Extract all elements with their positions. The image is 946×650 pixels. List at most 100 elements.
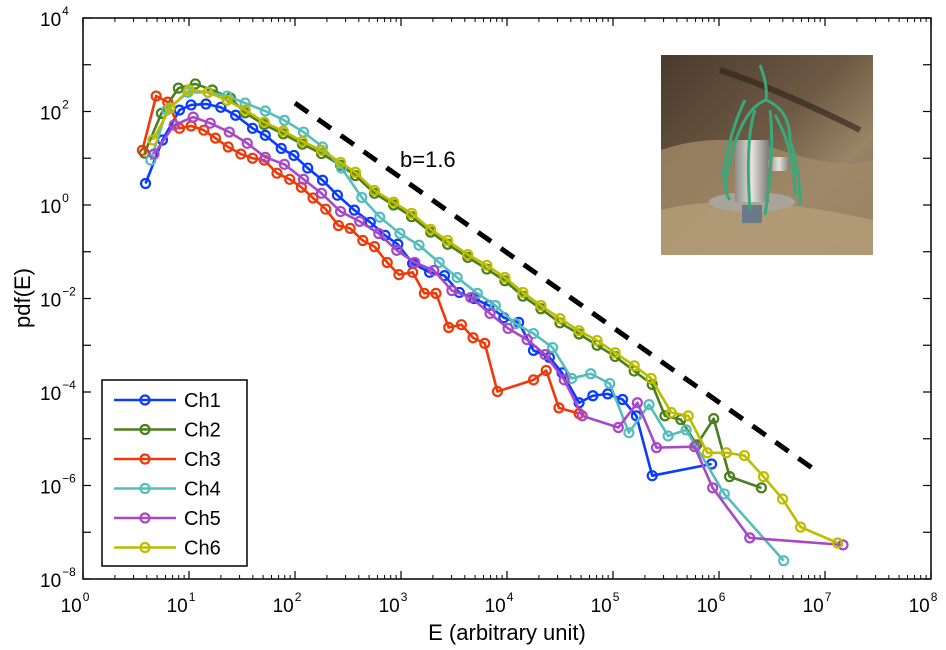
data-point xyxy=(521,334,533,346)
legend-swatch-marker xyxy=(139,394,151,406)
legend-item-ch4: Ch4 xyxy=(114,479,221,501)
data-point xyxy=(278,158,290,170)
data-point xyxy=(723,471,736,483)
inset-photo xyxy=(661,55,873,255)
data-point xyxy=(645,372,657,385)
data-point xyxy=(757,471,770,483)
data-point xyxy=(406,207,418,220)
data-point xyxy=(701,447,713,459)
y-tick-label: 100 xyxy=(40,191,69,218)
data-point xyxy=(413,239,425,251)
data-point xyxy=(320,203,332,215)
series-line xyxy=(152,115,844,547)
x-tick-label: 108 xyxy=(909,590,938,617)
x-tick-exponent: 4 xyxy=(507,590,514,604)
legend-swatch-marker xyxy=(139,423,151,436)
data-point xyxy=(185,99,197,111)
y-tick-exponent: −8 xyxy=(62,565,76,579)
data-point xyxy=(602,388,614,400)
data-point xyxy=(628,360,640,372)
legend-label: Ch6 xyxy=(184,538,221,560)
y-tick-label: 102 xyxy=(40,98,69,125)
series-line xyxy=(144,102,712,477)
series-line xyxy=(151,88,839,545)
data-point xyxy=(573,325,585,337)
data-point xyxy=(202,86,214,98)
y-tick-label: 104 xyxy=(40,4,69,31)
x-tick-label: 105 xyxy=(591,590,620,617)
data-point xyxy=(368,241,381,253)
data-point xyxy=(332,219,345,232)
data-point xyxy=(215,101,227,113)
data-point xyxy=(148,148,160,160)
series-line xyxy=(141,94,580,415)
y-tick-labels: 104 102 100 10−2 10−4 10−6 10−8 xyxy=(40,4,76,592)
data-point xyxy=(222,141,234,153)
data-point xyxy=(682,410,694,422)
legend-item-ch1: Ch1 xyxy=(114,390,221,412)
legend-item-ch5: Ch5 xyxy=(114,508,221,530)
data-point xyxy=(387,196,400,208)
data-point xyxy=(331,189,343,201)
data-point xyxy=(553,402,565,414)
data-point xyxy=(150,90,162,102)
y-axis-label: pdf(E) xyxy=(10,268,35,328)
data-point xyxy=(394,227,406,240)
data-point xyxy=(576,410,588,422)
data-point xyxy=(499,271,511,284)
data-point xyxy=(136,144,148,156)
data-point xyxy=(275,142,287,155)
legend-swatch-marker xyxy=(139,482,151,495)
x-tick-label: 102 xyxy=(273,590,302,617)
legend: Ch1 Ch2 Ch3 Ch4 Ch5 Ch6 xyxy=(101,379,248,567)
legend-item-ch6: Ch6 xyxy=(114,538,221,560)
data-point xyxy=(776,493,789,505)
data-point xyxy=(315,187,328,199)
data-point xyxy=(554,313,566,325)
data-point xyxy=(235,148,247,160)
x-tick-label: 103 xyxy=(379,590,408,617)
data-point xyxy=(465,291,477,304)
data-point xyxy=(443,321,455,334)
data-point xyxy=(164,102,176,114)
data-point xyxy=(307,192,319,204)
data-point xyxy=(381,256,393,269)
data-point xyxy=(718,488,730,500)
legend-label: Ch3 xyxy=(184,449,221,471)
data-point xyxy=(689,441,701,453)
data-point xyxy=(139,177,152,190)
x-tick-exponent: 5 xyxy=(613,590,620,604)
data-point xyxy=(198,124,210,136)
power-law-fit-line xyxy=(293,101,816,472)
x-axis-label: E (arbitrary unit) xyxy=(428,620,586,645)
y-tick-exponent: −4 xyxy=(62,378,76,392)
data-point xyxy=(707,482,719,494)
y-tick-exponent: 4 xyxy=(62,4,69,18)
data-point xyxy=(247,152,259,164)
data-point xyxy=(479,337,491,349)
y-tick-exponent: −6 xyxy=(62,472,76,486)
data-point xyxy=(172,82,184,94)
data-point xyxy=(646,470,658,482)
data-point xyxy=(425,223,437,235)
data-point xyxy=(546,341,559,354)
legend-label: Ch2 xyxy=(184,420,221,442)
x-tick-exponent: 3 xyxy=(401,590,408,604)
data-point xyxy=(535,299,547,312)
data-point xyxy=(241,137,253,149)
data-point xyxy=(259,151,271,163)
data-point xyxy=(778,555,790,567)
data-point xyxy=(297,173,310,185)
data-point xyxy=(204,117,216,129)
data-point xyxy=(189,78,201,90)
axis-ticks xyxy=(82,17,932,580)
data-point xyxy=(428,264,440,277)
y-tick-label: 10−8 xyxy=(40,565,76,592)
data-point xyxy=(604,377,616,390)
series-line xyxy=(149,91,785,562)
data-point xyxy=(502,322,514,335)
data-point xyxy=(489,299,501,312)
data-point xyxy=(451,271,463,284)
data-point xyxy=(354,215,366,227)
x-tick-exponent: 2 xyxy=(295,590,302,604)
